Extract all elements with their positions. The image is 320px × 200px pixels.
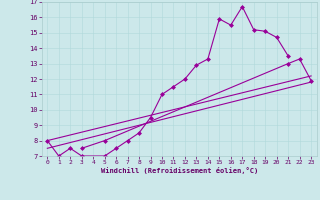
X-axis label: Windchill (Refroidissement éolien,°C): Windchill (Refroidissement éolien,°C)	[100, 167, 258, 174]
